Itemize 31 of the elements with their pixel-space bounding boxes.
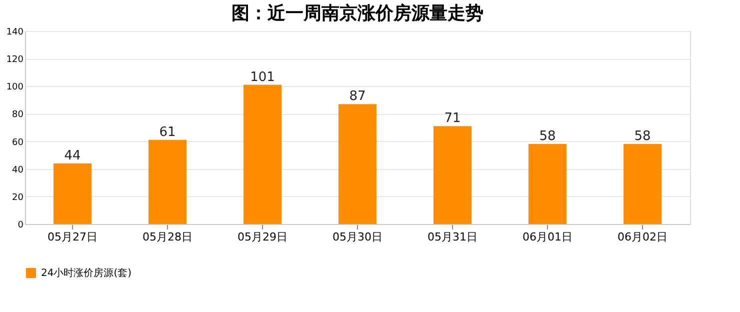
data-label: 101 (250, 70, 275, 85)
x-tick-label: 05月28日 (142, 230, 192, 244)
y-tick-label: 80 (12, 110, 24, 120)
x-tick-label: 05月27日 (48, 230, 98, 244)
data-label: 71 (444, 111, 461, 126)
bar (244, 84, 282, 224)
bar (148, 140, 186, 224)
legend-label: 24小时涨价房源(套) (41, 267, 132, 279)
y-tick-label: 20 (12, 192, 24, 203)
data-label: 58 (634, 129, 651, 144)
x-tick-label: 06月01日 (522, 230, 572, 244)
bar (624, 144, 662, 224)
chart-title: 图：近一周南京涨价房源量走势 (232, 3, 484, 24)
data-label: 87 (349, 89, 366, 104)
y-tick-label: 100 (6, 82, 24, 93)
y-tick-label: 60 (12, 138, 24, 148)
bar (434, 126, 472, 224)
data-label: 58 (539, 129, 556, 144)
bar (338, 104, 376, 224)
y-tick-label: 120 (6, 55, 24, 66)
x-tick-label: 06月02日 (618, 230, 668, 244)
x-tick-label: 05月31日 (428, 230, 478, 244)
x-tick-label: 05月30日 (332, 230, 382, 244)
y-tick-label: 140 (6, 28, 24, 38)
bar (528, 144, 566, 224)
y-tick-label: 0 (18, 220, 24, 230)
y-tick-label: 40 (12, 165, 24, 176)
data-label: 61 (159, 124, 176, 140)
x-tick-label: 05月29日 (238, 230, 288, 244)
bar (54, 163, 92, 224)
data-label: 44 (64, 148, 81, 164)
